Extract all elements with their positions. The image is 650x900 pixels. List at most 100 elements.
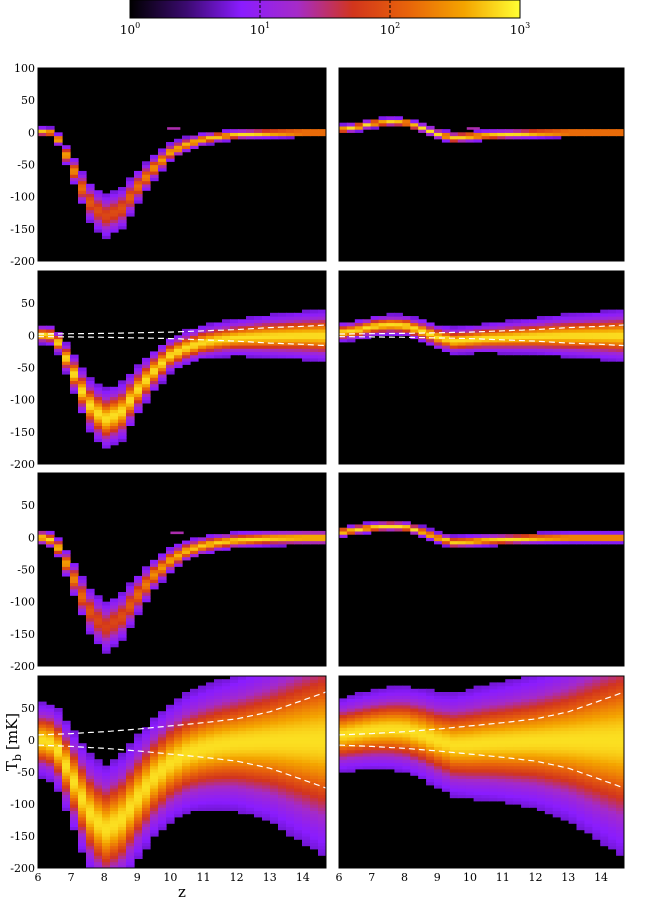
density-cell (616, 698, 624, 703)
density-cell (78, 196, 87, 201)
density-cell (576, 338, 586, 343)
density-cell (497, 791, 506, 795)
density-cell (206, 546, 215, 551)
density-cell (310, 328, 319, 333)
noise-envelope-upper (38, 324, 326, 335)
density-cell (592, 781, 601, 786)
density-cell (394, 730, 403, 735)
density-cell (278, 730, 287, 735)
density-cell (560, 704, 570, 709)
density-cell (434, 746, 443, 751)
density-cell (102, 768, 111, 773)
density-cell (142, 174, 151, 178)
density-cell (126, 624, 135, 628)
density-cell (142, 598, 151, 603)
y-tick-label: -200 (10, 458, 35, 471)
density-cell (62, 344, 71, 349)
density-cell (552, 351, 562, 356)
density-cell (150, 386, 159, 391)
x-tick-label: 13 (561, 871, 575, 884)
density-cell (110, 209, 119, 214)
density-cell (278, 351, 287, 356)
density-cell (489, 791, 498, 795)
density-cell (302, 816, 311, 821)
density-cell (254, 781, 263, 786)
density-cell (552, 752, 562, 757)
density-cell (254, 743, 263, 747)
density-cell (410, 688, 419, 693)
density-cell (544, 676, 554, 680)
density-cell (214, 784, 223, 789)
density-cell (230, 132, 239, 137)
density-cell (302, 804, 311, 808)
density-cell (529, 328, 538, 333)
density-cell (560, 711, 570, 715)
density-cell (222, 351, 231, 356)
density-cell (270, 354, 279, 359)
density-cell (70, 390, 79, 394)
density-cell (118, 438, 127, 443)
panel-background (339, 271, 624, 464)
density-cell (206, 768, 215, 773)
density-cell (142, 791, 151, 795)
density-cell (70, 180, 79, 185)
density-cell (521, 772, 530, 776)
density-cell (54, 784, 63, 789)
density-cell (198, 325, 207, 330)
density-cell (521, 775, 530, 779)
density-cell (134, 367, 143, 372)
density-cell (246, 810, 255, 815)
density-cell (544, 704, 554, 709)
density-cell (214, 701, 223, 706)
density-cell (102, 624, 111, 628)
y-tick-label: 100 (14, 62, 35, 75)
density-cell (110, 778, 119, 783)
density-cell (457, 341, 467, 346)
colorbar-tick-exponent: 0 (135, 21, 140, 30)
density-cell (294, 688, 303, 693)
density-cell (54, 341, 63, 346)
density-cell (38, 325, 47, 330)
density-cell (505, 695, 514, 699)
density-cell (592, 752, 601, 757)
density-cell (182, 778, 191, 783)
density-cell (134, 582, 143, 587)
density-cell (310, 807, 319, 811)
density-cell (86, 788, 95, 792)
density-cell (544, 338, 554, 343)
density-cell (70, 170, 79, 175)
density-cell (174, 778, 183, 783)
density-cell (616, 832, 624, 837)
density-cell (310, 312, 319, 317)
density-cell (402, 759, 411, 763)
density-cell (158, 800, 167, 805)
density-cell (254, 788, 263, 792)
density-cell (441, 708, 451, 712)
density-cell (489, 788, 498, 792)
density-cell (62, 807, 71, 811)
density-cell (441, 341, 451, 346)
density-cell (600, 357, 609, 362)
density-cell (600, 813, 609, 818)
density-cell (592, 730, 601, 735)
density-cell (190, 701, 199, 706)
density-cell (214, 341, 223, 346)
density-cell (126, 193, 135, 198)
density-cell (206, 534, 215, 538)
density-cell (600, 807, 609, 811)
density-cell (473, 325, 483, 330)
density-cell (394, 688, 403, 693)
density-cell (584, 348, 593, 353)
density-cell (94, 775, 103, 779)
density-cell (608, 788, 617, 792)
density-cell (126, 180, 135, 185)
density-cell (592, 724, 601, 728)
density-cell (339, 129, 348, 133)
density-cell (552, 794, 562, 799)
density-cell (481, 129, 491, 133)
density-cell (616, 332, 624, 336)
density-cell (402, 524, 411, 529)
density-cell (310, 756, 319, 760)
density-cell (529, 682, 538, 687)
density-cell (286, 768, 295, 773)
